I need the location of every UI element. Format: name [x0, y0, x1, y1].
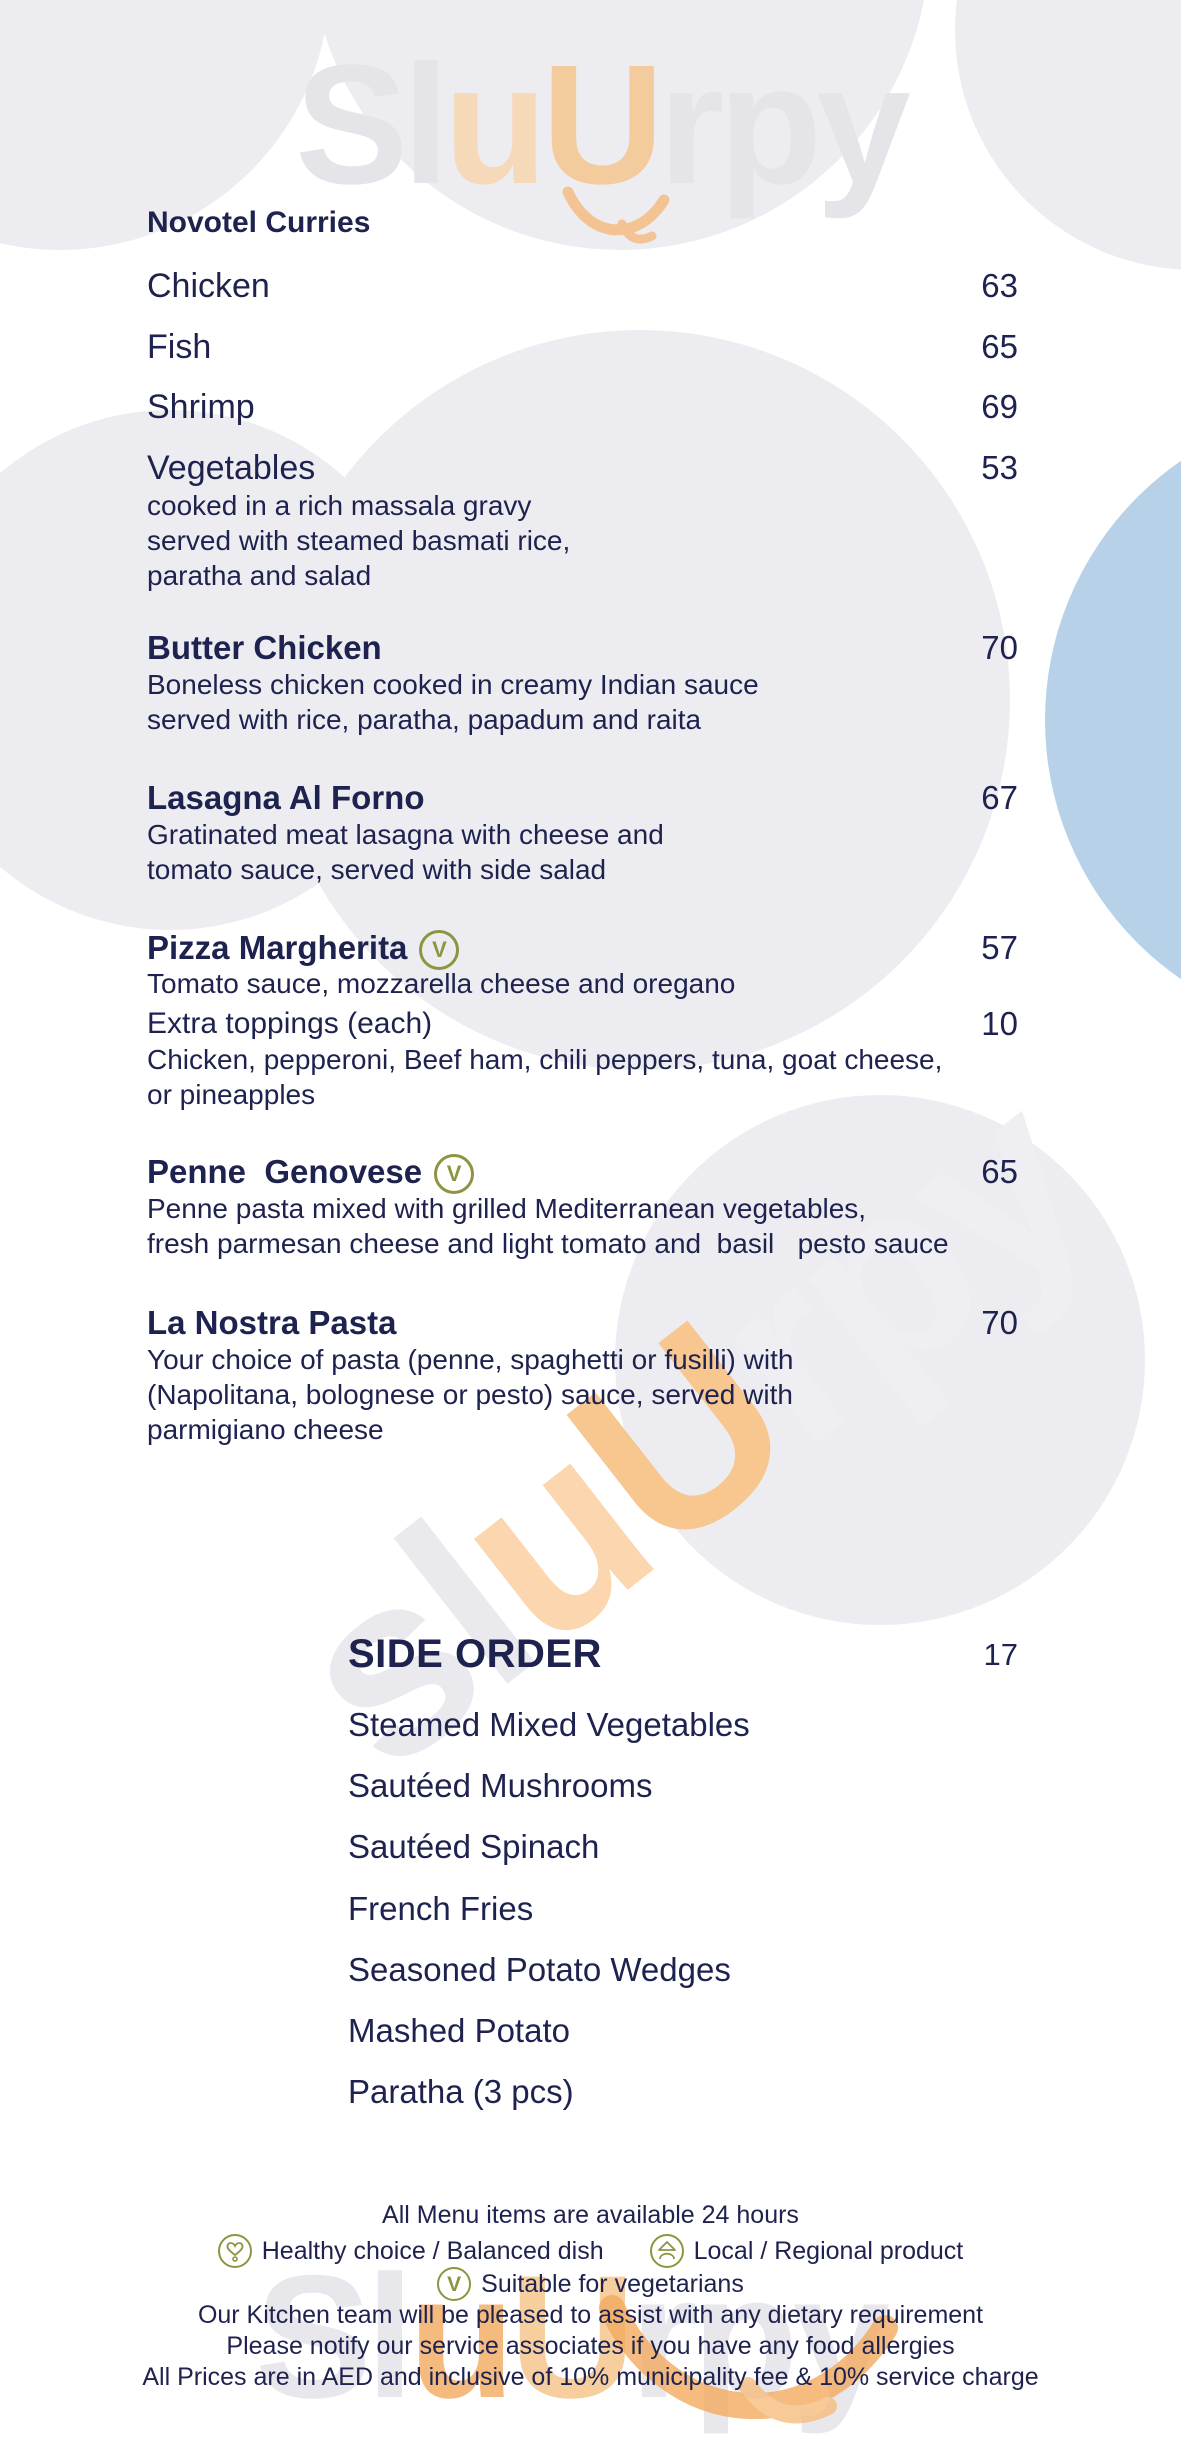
watermark-text: U — [541, 30, 664, 220]
menu-item-name: Pizza Margherita — [147, 929, 408, 966]
vegetarian-icon: V — [437, 2267, 472, 2301]
menu-item-row: Penne Genovese V 65 — [147, 1152, 1018, 1194]
menu-item-row: Pizza Margherita V 57 — [147, 928, 1018, 970]
footer-veg-row: V Suitable for vegetarians — [0, 2267, 1181, 2301]
menu-item-price: 65 — [981, 1153, 1018, 1190]
section-title: Novotel Curries — [147, 206, 371, 239]
vegetarian-icon: V — [434, 1154, 475, 1194]
footer-legend-row: Healthy choice / Balanced dish Local / R… — [0, 2234, 1181, 2268]
menu-item-price: 70 — [981, 629, 1018, 666]
side-order-item: French Fries — [348, 1890, 534, 1927]
menu-item-row: Shrimp 69 — [147, 387, 1018, 427]
menu-item-row: Vegetables 53 — [147, 448, 1018, 488]
menu-item-name: La Nostra Pasta — [147, 1304, 397, 1341]
menu-item-price: 67 — [981, 779, 1018, 816]
menu-item-description: Penne pasta mixed with grilled Mediterra… — [147, 1193, 949, 1259]
menu-item-price: 69 — [981, 388, 1018, 425]
menu-item-name: Extra toppings (each) — [147, 1007, 433, 1040]
watermark-text: u — [443, 30, 548, 220]
footer-allergy-note: Please notify our service associates if … — [226, 2332, 955, 2360]
menu-item-name: Butter Chicken — [147, 629, 382, 666]
watermark-tongue-icon — [562, 186, 670, 244]
side-order-item: Sautéed Mushrooms — [348, 1767, 653, 1804]
menu-item-name: Fish — [147, 328, 212, 366]
background-circle — [270, 330, 1010, 1070]
menu-item-name: Lasagna Al Forno — [147, 779, 425, 816]
menu-item-description: Chicken, pepperoni, Beef ham, chili pepp… — [147, 1044, 943, 1110]
side-order-item: Paratha (3 pcs) — [348, 2073, 574, 2110]
side-order-price: 17 — [983, 1636, 1018, 1672]
local-product-icon — [649, 2234, 684, 2268]
side-order-item: Seasoned Potato Wedges — [348, 1951, 731, 1988]
sluurpy-watermark-top: SluUrpy — [295, 40, 911, 210]
menu-item-row: La Nostra Pasta 70 — [147, 1303, 1018, 1343]
footer-price-note: All Prices are in AED and inclusive of 1… — [142, 2363, 1039, 2391]
menu-item-price: 65 — [981, 328, 1018, 365]
side-order-item: Mashed Potato — [348, 2012, 570, 2049]
menu-item-row: Extra toppings (each) 10 — [147, 1004, 1018, 1044]
menu-item-price: 63 — [981, 267, 1018, 304]
menu-item-name: Penne Genovese — [147, 1153, 423, 1190]
side-order-title: SIDE ORDER — [348, 1632, 602, 1676]
footer-dietary-note: Our Kitchen team will be pleased to assi… — [197, 2301, 984, 2329]
menu-item-description: Boneless chicken cooked in creamy Indian… — [147, 669, 759, 735]
healthy-choice-icon — [217, 2234, 252, 2268]
menu-item-row: Fish 65 — [147, 327, 1018, 367]
menu-item-name: Chicken — [147, 267, 270, 305]
menu-item-row: Butter Chicken 70 — [147, 628, 1018, 668]
menu-item-name: Shrimp — [147, 388, 255, 426]
background-circle — [615, 1095, 1145, 1625]
side-order-header: SIDE ORDER 17 — [348, 1632, 1018, 1677]
watermark-tongue-icon — [599, 2295, 898, 2424]
side-order-item: Sautéed Spinach — [348, 1828, 600, 1865]
menu-item-description: cooked in a rich massala gravy served wi… — [147, 490, 571, 591]
watermark-text: rpy — [658, 30, 911, 220]
menu-item-description: Your choice of pasta (penne, spaghetti o… — [147, 1344, 794, 1445]
menu-item-price: 70 — [981, 1304, 1018, 1341]
healthy-choice-label: Healthy choice / Balanced dish — [261, 2236, 604, 2265]
menu-item-name: Vegetables — [147, 449, 316, 487]
watermark-text: Sl — [295, 30, 450, 220]
menu-item-row: Chicken 63 — [147, 266, 1018, 306]
menu-item-price: 10 — [981, 1005, 1018, 1042]
menu-item-description: Gratinated meat lasagna with cheese and … — [147, 819, 664, 885]
menu-item-price: 53 — [981, 449, 1018, 486]
menu-item-name-group: Pizza Margherita V — [147, 928, 460, 970]
menu-item-description: Tomato sauce, mozzarella cheese and oreg… — [147, 968, 736, 999]
vegetarian-label: Suitable for vegetarians — [481, 2269, 744, 2298]
local-product-label: Local / Regional product — [693, 2236, 964, 2265]
watermark-text: Sl — [255, 2240, 414, 2435]
menu-item-row: Lasagna Al Forno 67 — [147, 778, 1018, 818]
menu-item-price: 57 — [981, 929, 1018, 966]
side-order-item: Steamed Mixed Vegetables — [348, 1706, 750, 1743]
footer-availability: All Menu items are available 24 hours — [382, 2201, 799, 2229]
menu-item-name-group: Penne Genovese V — [147, 1152, 475, 1194]
vegetarian-icon: V — [419, 930, 460, 970]
